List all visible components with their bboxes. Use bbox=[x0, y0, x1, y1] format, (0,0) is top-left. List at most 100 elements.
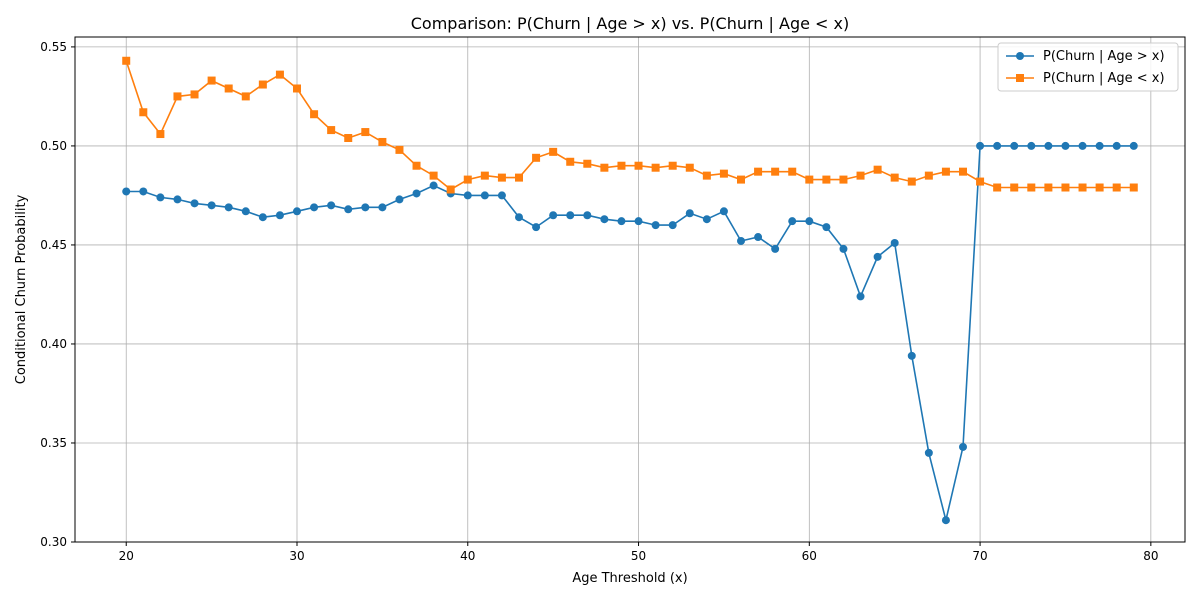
x-tick-label: 80 bbox=[1143, 549, 1158, 563]
x-tick-label: 30 bbox=[289, 549, 304, 563]
series-2-point bbox=[924, 171, 933, 180]
series-1-point bbox=[1112, 141, 1121, 150]
series-1-point bbox=[873, 252, 882, 261]
series-1-point bbox=[361, 203, 370, 212]
series-2-point bbox=[515, 173, 523, 182]
series-1-point bbox=[497, 191, 506, 200]
series-1-point bbox=[822, 223, 831, 232]
series-1-point bbox=[617, 217, 626, 226]
series-1-point bbox=[702, 215, 711, 224]
series-2-point bbox=[617, 161, 626, 170]
series-2-point bbox=[890, 173, 899, 182]
series-2-point bbox=[293, 84, 301, 93]
series-2-point bbox=[327, 126, 336, 135]
series-1-point bbox=[771, 244, 780, 253]
legend: P(Churn | Age > x) P(Churn | Age < x) bbox=[997, 42, 1179, 92]
series-2-point bbox=[549, 147, 558, 156]
series-2-point bbox=[241, 92, 250, 101]
series-1-point bbox=[532, 223, 541, 232]
series-2-point bbox=[719, 169, 728, 178]
series-1-point bbox=[600, 215, 609, 224]
series-2-point bbox=[993, 183, 1002, 192]
series-1-point bbox=[190, 199, 199, 208]
series-2-point bbox=[310, 110, 319, 119]
series-1-point bbox=[1027, 141, 1036, 150]
series-2-point bbox=[583, 159, 592, 168]
series-2-point bbox=[668, 161, 677, 170]
series-2-point bbox=[378, 137, 387, 146]
series-2-point bbox=[1078, 183, 1087, 192]
x-tick-label: 60 bbox=[802, 549, 817, 563]
plot-frame bbox=[74, 36, 1186, 543]
series-2-point bbox=[685, 163, 694, 172]
legend-label-series-1: P(Churn | Age > x) bbox=[1043, 49, 1165, 64]
series-line-2 bbox=[125, 60, 1134, 191]
series-2-point bbox=[1095, 183, 1104, 192]
series-2-point bbox=[1129, 183, 1138, 192]
series-1-point bbox=[583, 211, 592, 220]
series-2-point bbox=[873, 165, 882, 174]
series-2-point bbox=[344, 134, 353, 142]
series-2-point bbox=[173, 92, 182, 101]
legend-marker-series-2 bbox=[1016, 74, 1024, 82]
series-2-point bbox=[788, 167, 797, 176]
series-1-point bbox=[668, 221, 677, 230]
series-2-point bbox=[1010, 183, 1019, 192]
series-1-point bbox=[754, 233, 763, 242]
series-2-point bbox=[976, 177, 985, 186]
series-2-point bbox=[754, 167, 763, 176]
series-1-point bbox=[275, 211, 284, 220]
series-2-point bbox=[1027, 183, 1036, 192]
series-1-point bbox=[651, 221, 660, 230]
series-1-point bbox=[156, 193, 165, 202]
series-1-point bbox=[839, 244, 848, 253]
series-1-point bbox=[515, 213, 523, 222]
series-1-point bbox=[566, 211, 575, 220]
series-1-point bbox=[395, 195, 404, 204]
series-1-point bbox=[122, 187, 131, 196]
series-1-point bbox=[549, 211, 558, 220]
series-line-1 bbox=[126, 145, 1134, 521]
series-1-point bbox=[241, 207, 250, 216]
series-2-point bbox=[156, 130, 165, 139]
series-2-point bbox=[839, 175, 848, 184]
series-2-point bbox=[258, 80, 267, 89]
series-2-point bbox=[1061, 183, 1070, 192]
series-layer bbox=[122, 56, 1138, 525]
series-2-point bbox=[497, 173, 506, 182]
series-2-point bbox=[856, 171, 865, 180]
series-1-point bbox=[344, 205, 353, 214]
series-1-point bbox=[1044, 141, 1053, 150]
series-2-point bbox=[651, 163, 660, 172]
y-axis-label: Conditional Churn Probability bbox=[14, 194, 29, 384]
x-tick-label: 20 bbox=[119, 549, 134, 563]
series-1-point bbox=[1010, 141, 1019, 150]
series-2-point bbox=[429, 171, 438, 180]
series-1-point bbox=[719, 207, 728, 216]
series-1-point bbox=[1129, 141, 1138, 150]
y-tick-label: 0.40 bbox=[40, 337, 67, 351]
y-tick-label: 0.35 bbox=[40, 436, 67, 450]
series-1-point bbox=[924, 448, 933, 457]
series-2-point bbox=[959, 167, 967, 176]
series-2-point bbox=[1044, 183, 1053, 192]
y-tick-label: 0.55 bbox=[40, 40, 67, 54]
series-1-point bbox=[1095, 141, 1104, 150]
series-1-point bbox=[1078, 141, 1087, 150]
series-1-point bbox=[993, 141, 1002, 150]
series-2-point bbox=[275, 70, 284, 79]
series-2-point bbox=[463, 175, 472, 184]
series-2-point bbox=[446, 185, 455, 194]
series-1-point bbox=[173, 195, 182, 204]
series-2-point bbox=[207, 76, 216, 85]
series-1-point bbox=[941, 516, 950, 525]
series-1-point bbox=[788, 217, 797, 226]
series-1-point bbox=[293, 207, 301, 216]
tick-layer: 20 30 40 50 60 70 80 0.30 0.35 0.40 0.45 0.50 0.55 bbox=[40, 40, 1158, 563]
series-2-point bbox=[532, 153, 541, 162]
series-2-point bbox=[1112, 183, 1121, 192]
series-1-point bbox=[805, 217, 814, 226]
x-tick-label: 40 bbox=[460, 549, 475, 563]
series-2-point bbox=[907, 177, 916, 186]
